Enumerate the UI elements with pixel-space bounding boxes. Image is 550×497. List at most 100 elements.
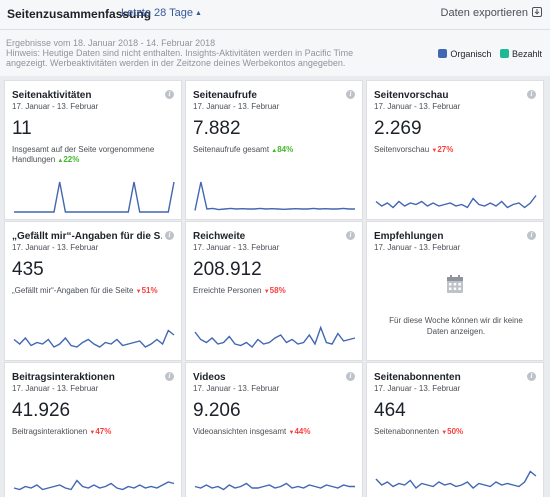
card-title: Seitenvorschau <box>374 90 449 101</box>
metric-card[interactable]: Beitragsinteraktionen 17. Januar - 13. Fe… <box>4 362 182 497</box>
metric-subtitle: Insgesamt auf der Seite vorgenommene Han… <box>12 145 155 164</box>
metric-value: 464 <box>374 400 406 421</box>
info-icon[interactable]: i <box>165 231 174 240</box>
sparkline-chart <box>13 329 175 348</box>
download-icon <box>532 7 542 17</box>
results-range-text: Ergebnisse vom 18. Januar 2018 - 14. Feb… <box>6 38 216 48</box>
trend-down-icon: ▼ <box>89 430 96 436</box>
sparkline-series-organic <box>194 325 356 348</box>
info-icon[interactable]: i <box>165 90 174 99</box>
card-title: Empfehlungen <box>374 231 444 242</box>
card-date-range: 17. Januar - 13. Februar <box>12 102 99 111</box>
metric-delta: 22% <box>63 155 80 164</box>
metric-card[interactable]: Seitenaktivitäten 17. Januar - 13. Februa… <box>4 80 182 220</box>
calendar-icon <box>447 275 463 293</box>
sparkline-chart <box>14 181 175 213</box>
sparkline-series-organic <box>13 479 175 491</box>
metric-card[interactable]: Seitenvorschau 17. Januar - 13. Februar i 2… <box>366 80 544 220</box>
card-date-range: 17. Januar - 13. Februar <box>193 243 280 252</box>
metric-card[interactable]: Seitenaufrufe 17. Januar - 13. Februar i 7.… <box>185 80 363 220</box>
card-date-range: 17. Januar - 13. Februar <box>12 243 99 252</box>
trend-down-icon: ▼ <box>431 148 438 154</box>
sparkline-chart <box>13 479 175 491</box>
sparkline-series-organic <box>375 470 537 489</box>
metric-card[interactable]: Reichweite 17. Januar - 13. Februar i 208.9… <box>185 221 363 361</box>
metric-card[interactable]: Videos 17. Januar - 13. Februar i 9.206 Vide… <box>185 362 363 497</box>
sparkline-series-organic <box>14 181 175 213</box>
card-title: „Gefällt mir“-Angaben für die S… <box>12 231 162 242</box>
metric-value: 11 <box>12 118 32 139</box>
metric-delta: 27% <box>437 145 454 154</box>
metric-value: 435 <box>12 259 44 280</box>
metric-card[interactable]: „Gefällt mir“-Angaben für die S… 17. Janu… <box>4 221 182 361</box>
date-range-dropdown[interactable]: Letzte 28 Tage ▲︎ <box>121 7 202 19</box>
card-date-range: 17. Januar - 13. Februar <box>12 384 99 393</box>
info-icon[interactable]: i <box>346 90 355 99</box>
trend-up-icon: ▲ <box>57 158 64 164</box>
info-icon[interactable]: i <box>527 90 536 99</box>
info-icon[interactable]: i <box>527 372 536 381</box>
card-date-range: 17. Januar - 13. Februar <box>374 102 461 111</box>
sparkline-series-organic <box>194 482 355 491</box>
metric-subtitle: Seitenvorschau ▼27% <box>374 145 454 154</box>
metric-value: 2.269 <box>374 118 422 139</box>
card-date-range: 17. Januar - 13. Februar <box>193 102 280 111</box>
info-icon[interactable]: i <box>165 372 174 381</box>
date-range-label: Letzte 28 Tage <box>121 7 193 19</box>
card-date-range: 17. Januar - 13. Februar <box>374 384 461 393</box>
card-date-range: 17. Januar - 13. Februar <box>374 243 461 252</box>
card-title: Videos <box>193 372 226 383</box>
sparkline-chart <box>194 181 355 211</box>
trend-down-icon: ▼ <box>263 289 270 295</box>
summary-header: Seitenzusammenfassung Letzte 28 Tage ▲︎ D… <box>0 0 550 30</box>
legend-item-paid: Bezahlt <box>499 49 542 59</box>
card-title: Reichweite <box>193 231 246 242</box>
metric-subtitle: „Gefällt mir“-Angaben für die Seite ▼51% <box>12 286 158 295</box>
trend-down-icon: ▼ <box>288 430 295 436</box>
info-bar: Ergebnisse vom 18. Januar 2018 - 14. Feb… <box>0 30 550 76</box>
trend-down-icon: ▼ <box>441 430 448 436</box>
metric-value: 208.912 <box>193 259 262 280</box>
metric-subtitle: Seitenaufrufe gesamt ▲84% <box>193 145 294 154</box>
metric-delta: 58% <box>269 286 286 295</box>
metric-value: 41.926 <box>12 400 71 421</box>
sparkline-series-organic <box>13 329 175 348</box>
card-date-range: 17. Januar - 13. Februar <box>193 384 280 393</box>
info-icon[interactable]: i <box>346 231 355 240</box>
empty-state-text: Für diese Woche können wir dir keine Dat… <box>389 316 523 336</box>
card-title: Seitenaufrufe <box>193 90 257 101</box>
legend-swatch <box>499 49 509 58</box>
info-icon[interactable]: i <box>346 372 355 381</box>
trend-down-icon: ▼ <box>135 289 142 295</box>
info-icon[interactable]: i <box>527 231 536 240</box>
metric-subtitle: Erreichte Personen ▼58% <box>193 286 286 295</box>
metric-delta: 84% <box>277 145 294 154</box>
export-label: Daten exportieren <box>440 7 528 19</box>
card-title: Beitragsinteraktionen <box>12 372 115 383</box>
metric-card[interactable]: Seitenabonnenten 17. Januar - 13. Februar… <box>366 362 544 497</box>
metric-subtitle: Seitenabonnenten ▼50% <box>374 427 464 436</box>
caret-updown-icon: ▲︎ <box>194 10 202 17</box>
sparkline-chart <box>194 325 356 348</box>
metric-delta: 47% <box>95 427 112 436</box>
trend-up-icon: ▲ <box>271 148 278 154</box>
sparkline-chart <box>375 470 537 489</box>
legend-item-organic: Organisch <box>438 49 491 59</box>
sparkline-chart <box>194 482 355 491</box>
timezone-note: Hinweis: Heutige Daten sind nicht enthal… <box>6 48 354 68</box>
export-data-button[interactable]: Daten exportieren <box>441 7 542 19</box>
card-title: Seitenabonnenten <box>374 372 461 383</box>
metric-delta: 51% <box>141 286 158 295</box>
metric-delta: 44% <box>294 427 311 436</box>
legend-swatch <box>438 49 448 58</box>
sparkline-series-organic <box>194 181 355 211</box>
metric-card[interactable]: Empfehlungen 17. Januar - 13. Februar i Fü… <box>366 221 544 361</box>
sparkline-series-organic <box>375 195 537 209</box>
metric-value: 7.882 <box>193 118 241 139</box>
metric-value: 9.206 <box>193 400 241 421</box>
metric-delta: 50% <box>447 427 464 436</box>
page-title: Seitenzusammenfassung <box>7 7 152 21</box>
card-title: Seitenaktivitäten <box>12 90 92 101</box>
sparkline-chart <box>375 195 537 209</box>
metric-subtitle: Beitragsinteraktionen ▼47% <box>12 427 112 436</box>
